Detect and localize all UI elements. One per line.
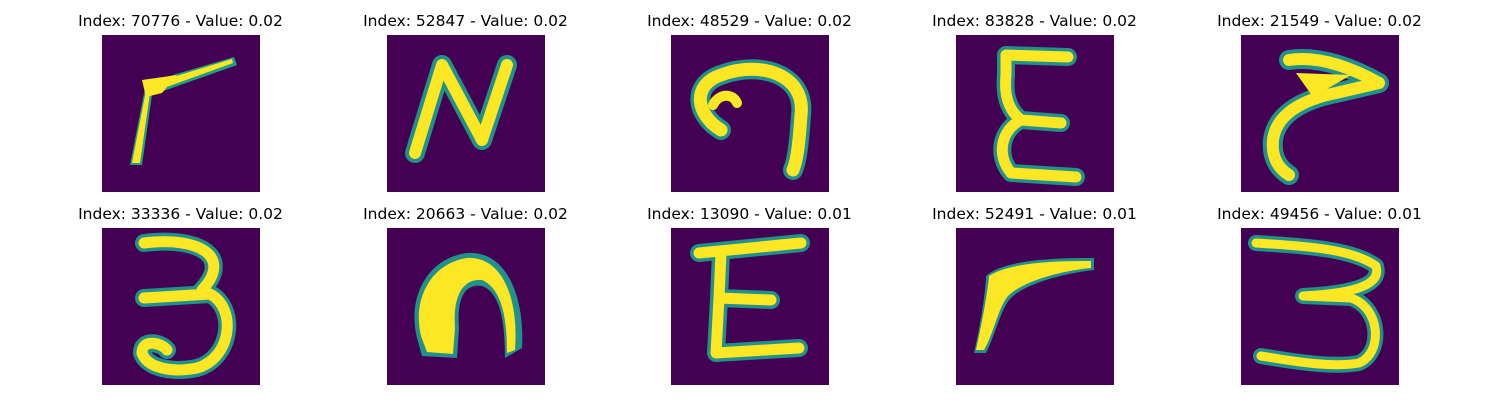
digit-3-icon xyxy=(102,228,260,385)
panel-4: Index: 83828 - Value: 0.02 xyxy=(892,0,1177,192)
panel-9: Index: 52491 - Value: 0.01 xyxy=(892,193,1177,385)
panel-title: Index: 48529 - Value: 0.02 xyxy=(647,12,852,30)
panel-title: Index: 13090 - Value: 0.01 xyxy=(647,205,852,223)
panel-title: Index: 52847 - Value: 0.02 xyxy=(363,12,568,30)
blob-arch-icon xyxy=(387,228,545,385)
hook-stroke-icon xyxy=(1241,35,1399,192)
panel-8: Index: 13090 - Value: 0.01 xyxy=(607,193,892,385)
panel-title: Index: 70776 - Value: 0.02 xyxy=(78,12,283,30)
panel-title: Index: 52491 - Value: 0.01 xyxy=(932,205,1137,223)
panel-2: Index: 52847 - Value: 0.02 xyxy=(323,0,608,192)
panel-title: Index: 83828 - Value: 0.02 xyxy=(932,12,1137,30)
panel-title: Index: 49456 - Value: 0.01 xyxy=(1217,205,1422,223)
letter-e-icon xyxy=(671,228,829,385)
panel-5: Index: 21549 - Value: 0.02 xyxy=(1177,0,1462,192)
hook-shape-icon xyxy=(671,35,829,192)
seven-like-stroke-icon xyxy=(956,228,1114,385)
panel-1: Index: 70776 - Value: 0.02 xyxy=(38,0,323,192)
seven-like-stroke-icon xyxy=(102,35,260,192)
panel-title: Index: 21549 - Value: 0.02 xyxy=(1217,12,1422,30)
panel-title: Index: 20663 - Value: 0.02 xyxy=(363,205,568,223)
panel-10: Index: 49456 - Value: 0.01 xyxy=(1177,193,1462,385)
digit-3-icon xyxy=(1241,228,1399,385)
panel-7: Index: 20663 - Value: 0.02 xyxy=(323,193,608,385)
panel-3: Index: 48529 - Value: 0.02 xyxy=(607,0,892,192)
letter-e-icon xyxy=(956,35,1114,192)
panel-title: Index: 33336 - Value: 0.02 xyxy=(78,205,283,223)
panel-6: Index: 33336 - Value: 0.02 xyxy=(38,193,323,385)
letter-n-icon xyxy=(387,35,545,192)
